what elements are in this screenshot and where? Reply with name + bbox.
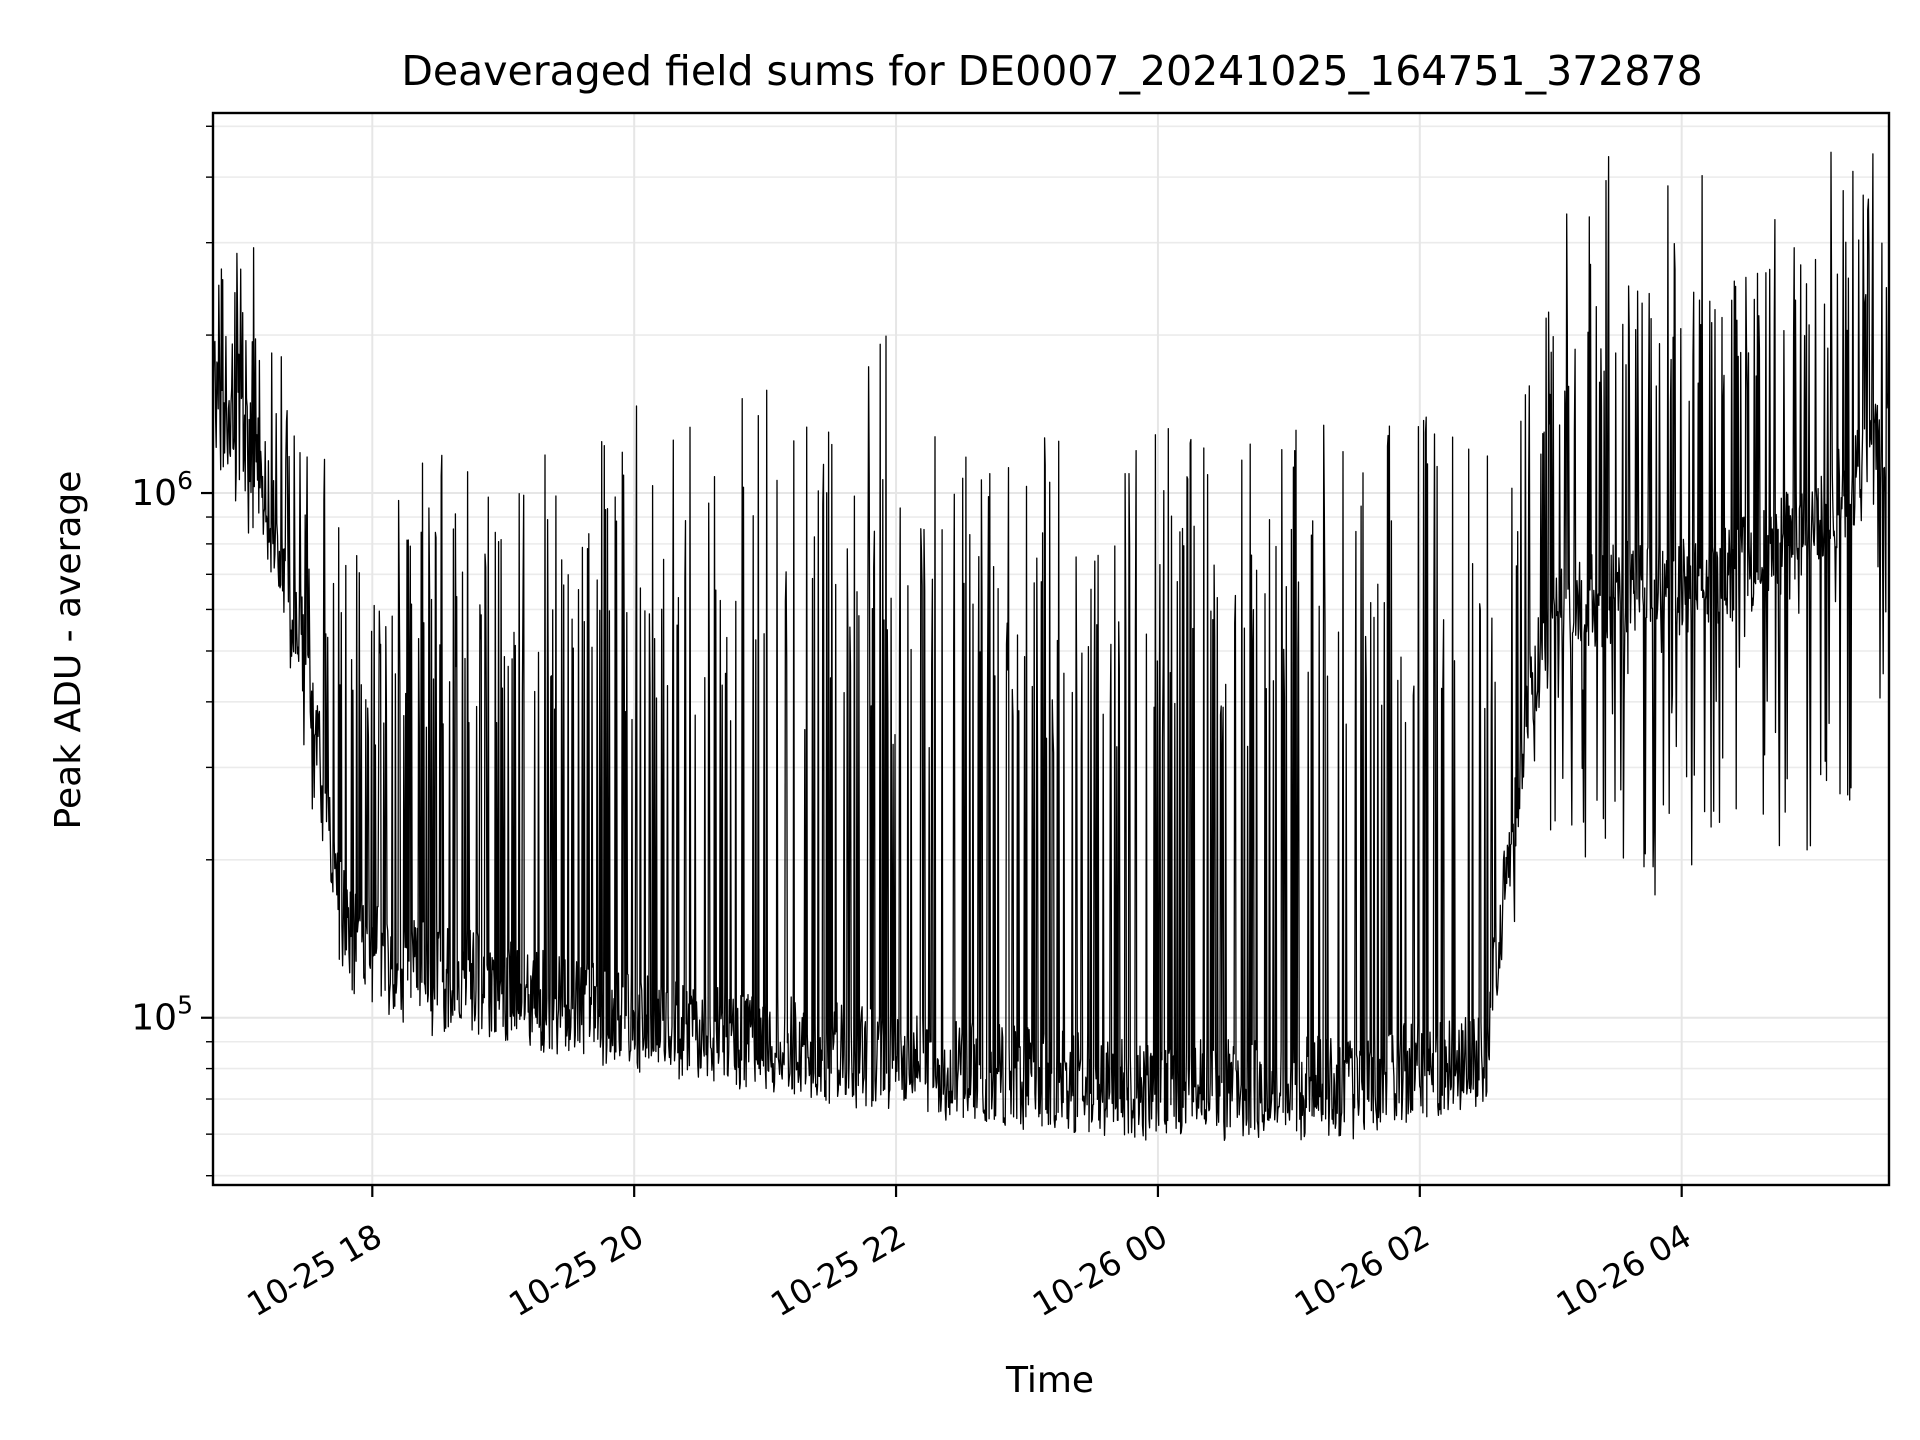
x-axis-label: Time xyxy=(1005,1360,1094,1401)
series-line xyxy=(213,151,1889,1142)
y-axis-label: Peak ADU - average xyxy=(48,471,89,830)
plot-area xyxy=(213,151,1889,1142)
chart-title: Deaveraged field sums for DE0007_2024102… xyxy=(401,47,1702,95)
y-tick-label: 106 xyxy=(131,466,193,514)
y-axis-ticks: 105 106 xyxy=(131,125,213,1177)
y-tick-label: 105 xyxy=(131,991,193,1039)
axes-frame xyxy=(211,111,1891,1187)
